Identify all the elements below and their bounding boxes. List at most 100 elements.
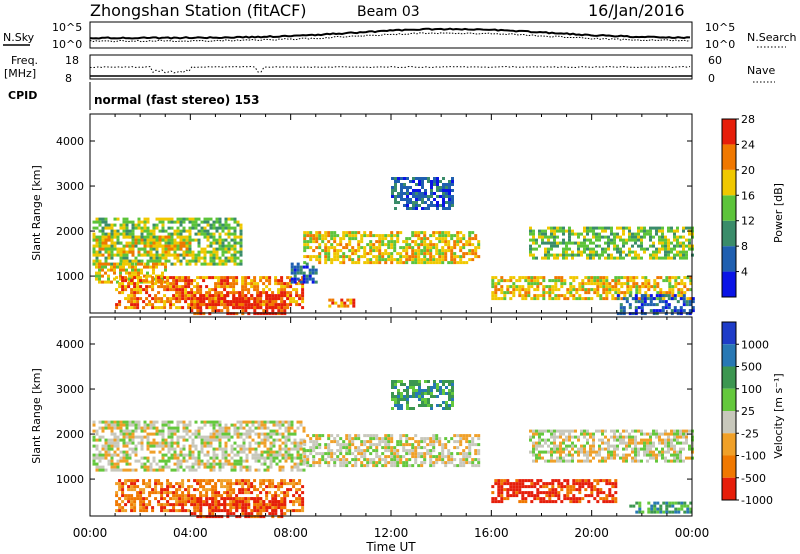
echo-cell — [345, 446, 349, 450]
echo-cell — [164, 238, 168, 242]
echo-cell — [113, 450, 117, 454]
echo-cell — [333, 461, 337, 465]
echo-cell — [127, 306, 131, 310]
echo-cell — [101, 420, 105, 424]
echo-cell — [351, 464, 355, 468]
echo-cell — [372, 234, 376, 238]
echo-cell — [182, 217, 186, 221]
echo-cell — [333, 237, 337, 241]
echo-cell — [190, 309, 194, 313]
echo-cell — [599, 297, 603, 301]
echo-cell — [235, 282, 239, 286]
echo-cell — [532, 444, 535, 448]
echo-cell — [95, 274, 98, 278]
echo-cell — [532, 453, 535, 457]
echo-cell — [336, 449, 340, 453]
echo-cell — [599, 279, 603, 283]
echo-cell — [158, 259, 162, 263]
echo-cell — [673, 238, 676, 242]
echo-cell — [116, 420, 120, 424]
echo-cell — [161, 426, 165, 430]
echo-cell — [327, 252, 331, 256]
echo-cell — [366, 434, 370, 438]
echo-cell — [610, 253, 613, 257]
echo-cell — [670, 229, 673, 233]
echo-cell — [436, 180, 439, 183]
echo-cell — [158, 229, 162, 233]
echo-cell — [366, 243, 370, 247]
echo-cell — [417, 258, 421, 262]
echo-cell — [587, 288, 591, 292]
echo-cell — [589, 229, 592, 233]
echo-cell — [193, 494, 197, 498]
echo-cell — [309, 452, 313, 456]
echo-cell — [536, 285, 540, 289]
echo-cell — [230, 450, 234, 454]
echo-cell — [130, 282, 134, 286]
echo-cell — [278, 438, 282, 442]
echo-cell — [122, 223, 126, 227]
echo-cell — [172, 509, 176, 513]
echo-cell — [280, 291, 284, 295]
echo-cell — [327, 231, 331, 235]
echo-cell — [188, 429, 192, 433]
echo-cell — [444, 240, 448, 244]
echo-cell — [214, 485, 218, 489]
echo-cell — [239, 226, 243, 230]
echo-cell — [301, 497, 305, 501]
echo-cell — [306, 464, 310, 468]
echo-cell — [375, 255, 379, 259]
echo-cell — [167, 247, 171, 251]
echo-cell — [402, 455, 406, 459]
echo-cell — [170, 217, 174, 221]
echo-cell — [429, 443, 433, 447]
echo-cell — [521, 500, 525, 504]
echo-cell — [497, 282, 501, 286]
echo-cell — [176, 229, 180, 233]
echo-cell — [149, 420, 153, 424]
echo-cell — [104, 468, 108, 472]
echo-cell — [529, 247, 532, 251]
echo-cell — [491, 279, 495, 283]
echo-cell — [518, 285, 522, 289]
echo-cell — [557, 479, 561, 483]
echo-cell — [593, 291, 597, 295]
echo-cell — [233, 465, 237, 469]
echo-cell — [363, 449, 367, 453]
echo-cell — [136, 306, 140, 310]
echo-cell — [635, 276, 639, 280]
echo-cell — [339, 240, 343, 244]
echo-cell — [400, 189, 403, 192]
echo-cell — [190, 294, 194, 298]
echo-cell — [405, 243, 409, 247]
echo-cell — [139, 279, 143, 283]
echo-cell — [244, 488, 248, 492]
echo-cell — [631, 235, 634, 239]
echo-cell — [441, 446, 445, 450]
echo-cell — [185, 259, 189, 263]
echo-cell — [572, 285, 576, 289]
echo-cell — [471, 443, 475, 447]
echo-cell — [303, 458, 307, 462]
echo-cell — [272, 456, 276, 460]
echo-cell — [369, 246, 373, 250]
echo-cell — [134, 271, 137, 275]
echo-cell — [303, 443, 307, 447]
echo-cell — [560, 500, 564, 504]
echo-cell — [607, 241, 610, 245]
echo-cell — [363, 452, 367, 456]
echo-cell — [494, 276, 498, 280]
echo-cell — [448, 198, 451, 201]
echo-cell — [119, 459, 123, 463]
echo-cell — [95, 465, 99, 469]
echo-cell — [477, 449, 481, 453]
echo-cell — [197, 217, 201, 221]
echo-cell — [122, 232, 126, 236]
echo-cell — [191, 441, 195, 445]
echo-cell — [327, 249, 331, 253]
echo-cell — [402, 446, 406, 450]
echo-cell — [223, 506, 227, 510]
echo-cell — [497, 485, 501, 489]
echo-cell — [315, 231, 319, 235]
echo-cell — [503, 279, 507, 283]
